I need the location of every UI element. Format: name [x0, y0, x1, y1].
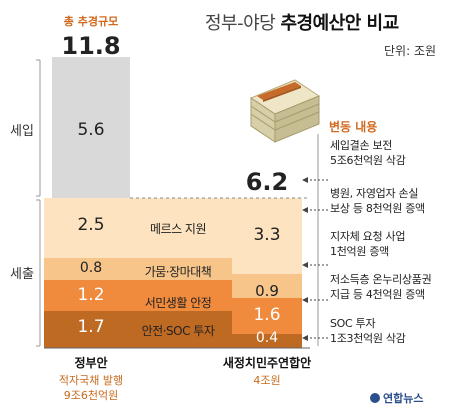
value-label-opp-mers: 3.3 [253, 225, 281, 245]
note-2: 병원, 자영업자 손실 보상 등 8천억원 증액 [330, 186, 425, 216]
value-label-gov-mers: 2.5 [77, 215, 105, 235]
x-label-opp: 새정치민주연합안 [222, 356, 312, 370]
chart-title: 정부-야당 추경예산안 비교 [205, 13, 399, 34]
section-expenditure-label: 세출 [10, 267, 34, 282]
note-4-line2: 지급 등 4천억원 증액 [330, 288, 425, 301]
note-3-line2: 1천억원 증액 [330, 245, 389, 258]
opp-bar-mers [232, 198, 302, 274]
gov-bar-mers [52, 198, 130, 258]
value-label-gov-soc: 1.7 [77, 317, 105, 337]
note-3-line1: 지자체 요청 사업 [330, 230, 406, 243]
unit-label: 단위: 조원 [384, 44, 437, 58]
value-label-gov-revenue: 5.6 [77, 120, 105, 140]
note-1: 세입결손 보전 5조6천억원 삭감 [330, 138, 406, 168]
gov-bar-revenue [52, 57, 130, 198]
note-1-line2: 5조6천억원 삭감 [330, 154, 406, 167]
gov-bar-soc [52, 311, 130, 348]
note-arrow-5 [302, 335, 328, 341]
opp-bar-welfare [232, 298, 302, 334]
value-label-opp-welfare: 1.6 [253, 305, 281, 325]
money-stack-icon [249, 79, 321, 143]
note-5-line1: SOC 투자 [330, 317, 376, 330]
note-arrow-4 [302, 297, 328, 303]
total-label: 총 추경규모 [63, 15, 119, 28]
category-label-soc: 안전·SOC 투자 [141, 324, 215, 338]
logo-icon [370, 393, 380, 403]
section-revenue-label: 세입 [10, 124, 34, 139]
note-4-line1: 저소득층 온누리상품권 [330, 273, 432, 286]
x-sub-gov-line2: 9조6천억원 [63, 389, 119, 402]
note-1-line1: 세입결손 보전 [330, 139, 393, 152]
value-label-opp-soc: 0.4 [255, 330, 279, 346]
x-label-gov: 정부안 [74, 356, 108, 370]
note-5-line2: 1조3천억원 삭감 [330, 332, 406, 345]
change-header: 변동 내용 [329, 120, 378, 134]
total-value: 11.8 [61, 32, 121, 60]
x-sub-opp: 4조원 [232, 373, 302, 388]
note-5: SOC 투자 1조3천억원 삭감 [330, 316, 406, 346]
value-label-gov-welfare: 1.2 [77, 285, 105, 305]
category-label-welfare: 서민생활 안정 [144, 296, 212, 310]
note-3: 지자체 요청 사업 1천억원 증액 [330, 229, 405, 259]
category-label-drought: 가뭄·장마대책 [144, 265, 212, 279]
value-label-opp-drought: 0.9 [255, 282, 279, 300]
gov-bar-drought [52, 258, 130, 280]
x-sub-gov: 적자국채 발행 9조6천억원 [36, 373, 146, 403]
opp-bar-drought [232, 274, 302, 298]
note-arrow-2 [302, 207, 328, 213]
note-2-line1: 병원, 자영업자 손실 [330, 187, 419, 200]
logo-text: 연합뉴스 [383, 392, 424, 405]
x-sub-gov-line1: 적자국채 발행 [58, 374, 124, 387]
opposition-total-value: 6.2 [245, 168, 289, 196]
x-sub-opp-line1: 4조원 [253, 374, 281, 387]
note-arrow-1 [302, 177, 328, 183]
value-label-gov-drought: 0.8 [79, 260, 103, 276]
note-4: 저소득층 온누리상품권 지급 등 4천억원 증액 [330, 272, 432, 302]
category-label-mers: 메르스 지원 [149, 222, 207, 236]
gov-bar-welfare [52, 280, 130, 311]
note-arrow-3 [302, 262, 328, 268]
opp-bar-soc [232, 334, 302, 348]
note-2-line2: 보상 등 8천억원 증액 [330, 202, 425, 215]
publisher-logo: 연합뉴스 [370, 390, 423, 406]
